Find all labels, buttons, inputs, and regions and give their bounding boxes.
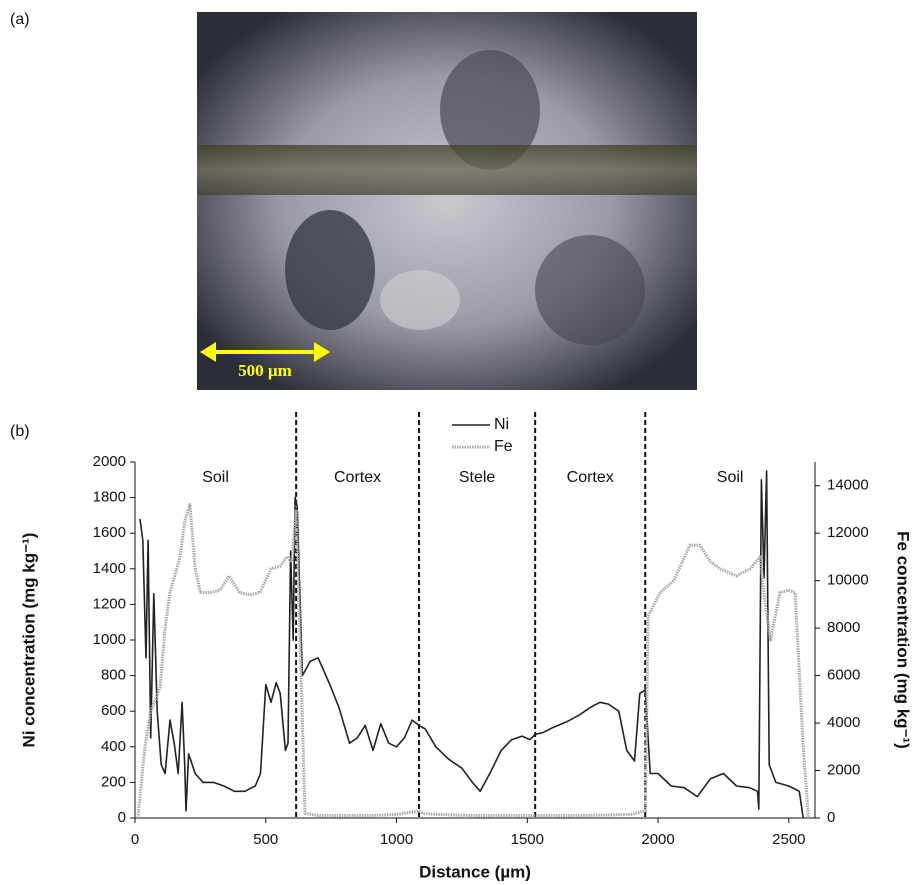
legend-label: Fe	[494, 438, 513, 455]
y2-tick-label: 0	[827, 809, 835, 826]
zone-label: Soil	[202, 469, 229, 486]
series-line	[140, 471, 803, 818]
y-axis-title: Ni concentration (mg kg⁻¹)	[19, 533, 38, 748]
y-tick-label: 2000	[93, 453, 126, 470]
y-tick-label: 1000	[93, 631, 126, 648]
y2-tick-label: 12000	[827, 524, 869, 541]
x-tick-label: 1000	[380, 831, 413, 848]
y2-tick-label: 14000	[827, 477, 869, 494]
scale-label: 500 µm	[238, 361, 292, 380]
y-tick-label: 600	[101, 702, 126, 719]
zone-label: Cortex	[334, 469, 381, 486]
legend-label: Ni	[494, 416, 509, 433]
x-tick-label: 1500	[511, 831, 544, 848]
zone-label: Soil	[717, 469, 744, 486]
y-tick-label: 1800	[93, 489, 126, 506]
figure: (a) (b) 500 µm 0 200 400 600 800 1000 1200 1400…	[0, 0, 922, 885]
zone-label: Cortex	[567, 469, 614, 486]
y2-tick-label: 10000	[827, 572, 869, 589]
chart: 0 200 400 600 800 1000 1200 1400 1600 1800 2000 0 20…	[19, 412, 912, 881]
y-tick-label: 200	[101, 773, 126, 790]
y-tick-label: 400	[101, 738, 126, 755]
y-tick-label: 1400	[93, 560, 126, 577]
y-tick-label: 0	[118, 809, 126, 826]
y2-axis-title: Fe concentration (mg kg⁻¹)	[894, 531, 913, 749]
x-axis-title: Distance (µm)	[419, 862, 531, 881]
series-line	[138, 505, 809, 818]
y2-tick-label: 8000	[827, 619, 860, 636]
panel-label: (b)	[10, 423, 30, 440]
panel-label: (a)	[10, 11, 30, 28]
x-tick-label: 2500	[772, 831, 805, 848]
x-tick-label: 0	[131, 831, 139, 848]
x-tick-label: 2000	[641, 831, 674, 848]
micrograph: 500 µm	[197, 12, 697, 390]
y-tick-label: 800	[101, 667, 126, 684]
y2-tick-label: 2000	[827, 762, 860, 779]
zone-label: Stele	[459, 469, 496, 486]
y-tick-label: 1600	[93, 524, 126, 541]
y-tick-label: 1200	[93, 595, 126, 612]
x-tick-label: 500	[253, 831, 278, 848]
y2-tick-label: 6000	[827, 667, 860, 684]
y2-tick-label: 4000	[827, 714, 860, 731]
